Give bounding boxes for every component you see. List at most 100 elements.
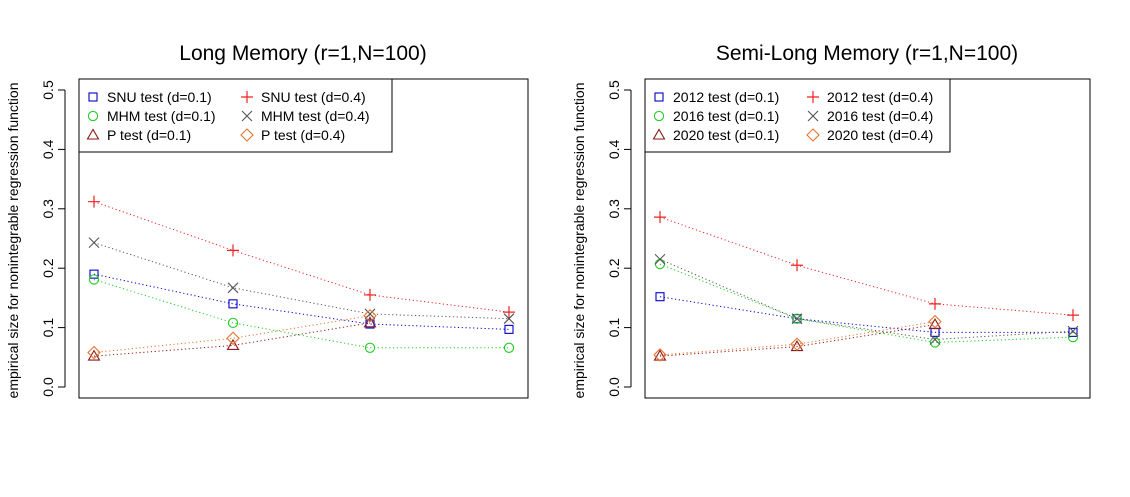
- chart-1-data-point: [364, 288, 376, 301]
- chart-2-series-line: [659, 216, 1074, 316]
- chart-1-legend-key: [240, 128, 254, 142]
- chart-2-legend-box: [644, 78, 951, 153]
- chart-1-series-3: [87, 316, 377, 361]
- chart-1-series-5: [88, 237, 515, 325]
- chart-2-ytick-label: 0.0: [606, 377, 622, 397]
- chart-1-legend-key: [86, 128, 100, 140]
- chart-1-legend-label: P test (d=0.1): [107, 127, 191, 143]
- chart-2-legend-label: 2020 test (d=0.4): [827, 127, 933, 143]
- chart-2-data-point: [790, 337, 804, 352]
- chart-1: Long Memory (r=1,N=100) empirical size fo…: [5, 42, 529, 399]
- chart-1-legend: SNU test (d=0.1) MHM test (d=0.1) P test (…: [78, 78, 393, 153]
- chart-1-data-point: [503, 306, 515, 319]
- chart-1-data-point: [363, 308, 377, 323]
- chart-1-series-6: [87, 308, 377, 360]
- chart-1-data-point: [503, 313, 515, 325]
- chart-1-legend-label: P test (d=0.4): [261, 127, 345, 143]
- chart-2-legend-key: [654, 92, 664, 102]
- chart-1-series-1: [89, 269, 514, 334]
- chart-2-ytick-label: 0.5: [606, 80, 622, 100]
- chart-2-series-line: [659, 258, 1074, 340]
- chart-1-data-point: [364, 308, 376, 320]
- chart-1-data-point: [226, 331, 240, 346]
- chart-1-legend-label: MHM test (d=0.1): [107, 108, 216, 124]
- chart-2-legend-key: [807, 110, 819, 122]
- chart-2-data-point: [791, 313, 803, 324]
- chart-2-data-point: [1067, 331, 1079, 343]
- chart-2-legend-label: 2016 test (d=0.1): [673, 108, 779, 124]
- chart-2-data-point: [929, 337, 941, 348]
- chart-1-ylabel: empirical size for nonintegrable regress…: [5, 83, 21, 399]
- chart-1-legend-label: MHM test (d=0.4): [261, 108, 370, 124]
- chart-2-data-point: [791, 259, 803, 272]
- chart-2-series-line: [659, 321, 936, 356]
- chart-1-legend-key: [241, 91, 253, 103]
- chart-2-series-3: [653, 318, 942, 361]
- chart-2-data-point: [1068, 327, 1078, 337]
- chart-2-ytick-label: 0.2: [606, 258, 622, 278]
- chart-1-data-point: [89, 269, 99, 279]
- chart-2-data-point: [654, 211, 666, 224]
- chart-1-series-line: [93, 273, 510, 330]
- chart-2-legend-key: [807, 91, 819, 103]
- chart-2-ytick-label: 0.4: [606, 139, 622, 159]
- chart-1-legend-label: SNU test (d=0.4): [261, 89, 366, 105]
- chart-2-data-point: [791, 313, 803, 325]
- chart-1-data-point: [363, 316, 377, 328]
- chart-2-data-point: [653, 348, 667, 362]
- chart-2-data-point: [929, 334, 941, 345]
- chart-2-title: Semi-Long Memory (r=1,N=100): [716, 42, 1018, 65]
- chart-2-ytick-label: 0.3: [606, 199, 622, 219]
- chart-2-ytick-label: 0.1: [606, 318, 622, 338]
- chart-2-data-point: [1067, 325, 1079, 337]
- chart-2-legend-key: [653, 110, 665, 122]
- chart-1-legend-box: [78, 78, 393, 153]
- chart-2-legend-key: [652, 128, 666, 140]
- chart-2-series-1: [655, 292, 1078, 337]
- chart-2-series-line: [659, 324, 936, 357]
- chart-2-legend-label: 2012 test (d=0.4): [827, 89, 933, 105]
- chart-1-data-point: [227, 244, 239, 257]
- chart-1-ytick-label: 0.2: [40, 258, 56, 278]
- chart-1-legend-key: [88, 92, 98, 102]
- chart-2-series-line: [659, 263, 1074, 343]
- chart-2-ylabel: empirical size for nonintegrable regress…: [571, 83, 587, 399]
- chart-1-data-point: [88, 274, 100, 285]
- chart-1-ytick-label: 0.1: [40, 318, 56, 338]
- chart-1-data-point: [227, 282, 239, 294]
- chart-1-series-4: [88, 195, 515, 319]
- chart-2-data-point: [928, 318, 942, 330]
- chart-1-ytick-label: 0.3: [40, 199, 56, 219]
- chart-1-series-2: [88, 274, 515, 353]
- chart-1-data-point: [364, 342, 376, 353]
- chart-1-data-point: [228, 299, 238, 309]
- chart-2-data-point: [653, 349, 667, 361]
- chart-2-data-point: [792, 314, 802, 324]
- chart-1-legend-label: SNU test (d=0.1): [107, 89, 212, 105]
- chart-1-ytick-label: 0.0: [40, 377, 56, 397]
- chart-1-legend-key: [87, 110, 99, 122]
- chart-2-data-point: [1067, 309, 1079, 322]
- chart-1-ytick-label: 0.5: [40, 80, 56, 100]
- chart-2-legend-label: 2020 test (d=0.1): [673, 127, 779, 143]
- chart-2-series-6: [653, 314, 942, 362]
- chart-1-series-line: [93, 315, 371, 354]
- chart-2-legend: 2012 test (d=0.1) 2016 test (d=0.1) 2020 t…: [644, 78, 951, 153]
- chart-1-series-line: [93, 242, 510, 320]
- chart-1-data-point: [504, 324, 514, 334]
- chart-2-data-point: [928, 314, 942, 329]
- chart-1-title: Long Memory (r=1,N=100): [179, 42, 426, 65]
- chart-2-series-line: [659, 296, 1073, 333]
- chart-1-ytick-label: 0.4: [40, 139, 56, 159]
- chart-1-series-line: [93, 201, 510, 313]
- chart-1-series-line: [93, 322, 371, 357]
- chart-2-legend-label: 2016 test (d=0.4): [827, 108, 933, 124]
- chart-1-data-point: [226, 338, 240, 350]
- chart-1-data-point: [227, 317, 239, 328]
- chart-2: Semi-Long Memory (r=1,N=100) empirical si…: [571, 42, 1091, 399]
- chart-1-data-point: [503, 342, 515, 353]
- chart-2-series-4: [654, 211, 1079, 322]
- chart-1-series-line: [93, 279, 509, 349]
- chart-2-series-5: [654, 253, 1079, 345]
